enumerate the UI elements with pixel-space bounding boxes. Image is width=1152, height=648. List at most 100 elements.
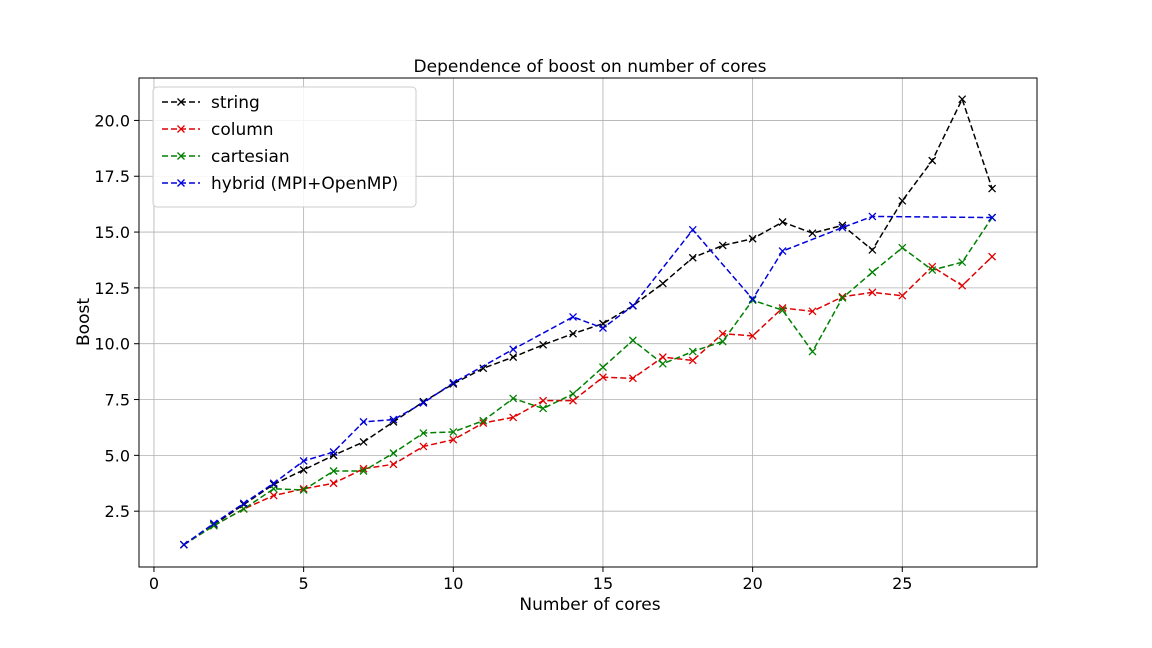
chart-title: Dependence of boost on number of cores [414, 57, 767, 77]
x-tick-label: 0 [149, 574, 159, 593]
y-tick-label: 7.5 [105, 391, 130, 410]
legend-marker [177, 98, 185, 106]
data-point-hybrid-mpi-openmp [389, 415, 398, 424]
data-point-cartesian [569, 389, 577, 398]
series-line-hybrid-mpi-openmp [183, 215, 993, 546]
data-point-column [449, 435, 458, 444]
data-point-cartesian [688, 347, 697, 356]
data-point-cartesian [329, 467, 338, 475]
data-point-string [718, 241, 727, 250]
data-point-cartesian [299, 486, 308, 494]
data-point-cartesian [658, 359, 667, 368]
data-point-cartesian [359, 467, 368, 475]
series-line-string [183, 97, 993, 546]
data-point-string [569, 329, 577, 338]
data-point-cartesian [479, 416, 488, 425]
data-point-column [509, 413, 518, 422]
data-point-hybrid-mpi-openmp [509, 345, 518, 354]
y-tick-label: 10.0 [94, 335, 130, 354]
data-point-string [808, 229, 817, 238]
data-point-hybrid-mpi-openmp [988, 213, 997, 222]
data-point-cartesian [808, 347, 817, 356]
data-point-hybrid-mpi-openmp [599, 324, 607, 333]
data-point-hybrid-mpi-openmp [748, 295, 757, 304]
data-point-cartesian [449, 427, 458, 436]
data-point-cartesian [389, 449, 398, 458]
data-point-column [898, 291, 907, 300]
legend-marker [177, 125, 185, 133]
data-point-string [539, 340, 548, 349]
data-point-column [868, 288, 877, 297]
data-point-hybrid-mpi-openmp [179, 540, 188, 549]
y-axis: 2.5 5.0 7.5 10.0 12.5 15.0 17.5 20.0 [94, 111, 139, 521]
x-tick-label: 10 [443, 574, 463, 593]
data-point-column [958, 281, 967, 290]
data-point-cartesian [778, 306, 787, 315]
data-point-hybrid-mpi-openmp [569, 312, 577, 321]
data-point-hybrid-mpi-openmp [628, 301, 637, 310]
series-layer [179, 95, 997, 549]
grid [139, 78, 1037, 567]
x-tick-label: 25 [892, 574, 912, 593]
legend-label: column [211, 120, 274, 140]
data-point-cartesian [419, 429, 428, 437]
data-point-column [658, 353, 667, 362]
data-point-string [688, 253, 697, 262]
y-tick-label: 20.0 [94, 111, 130, 130]
y-tick-label: 5.0 [105, 446, 130, 465]
data-point-string [479, 364, 488, 373]
data-point-hybrid-mpi-openmp [688, 225, 697, 234]
legend-item-column: column [162, 120, 274, 140]
data-point-hybrid-mpi-openmp [329, 448, 338, 456]
data-point-string [988, 184, 997, 193]
data-point-column [688, 356, 697, 365]
series-hybrid-mpi-openmp [179, 212, 997, 549]
x-tick-label: 15 [593, 574, 613, 593]
data-point-hybrid-mpi-openmp [269, 479, 278, 488]
y-tick-label: 2.5 [105, 502, 130, 521]
data-point-cartesian [838, 293, 847, 302]
data-point-hybrid-mpi-openmp [299, 456, 308, 465]
data-point-string [898, 196, 907, 205]
data-point-cartesian [898, 243, 907, 252]
data-point-hybrid-mpi-openmp [359, 417, 368, 426]
data-point-string [299, 465, 308, 474]
data-point-column [419, 442, 428, 451]
data-point-hybrid-mpi-openmp [419, 398, 428, 407]
data-point-column [269, 491, 278, 500]
data-point-string [748, 234, 757, 243]
data-point-string [928, 156, 937, 165]
data-point-string [958, 95, 967, 104]
data-point-cartesian [509, 394, 518, 403]
data-point-string [509, 353, 518, 362]
data-point-string [778, 218, 787, 226]
data-point-string [449, 379, 458, 388]
legend: string column cartesian hybrid (MPI+OpenMP) [152, 86, 417, 208]
data-point-column [718, 329, 727, 338]
data-point-hybrid-mpi-openmp [239, 499, 248, 508]
x-tick-label: 20 [742, 574, 762, 593]
data-point-cartesian [958, 258, 967, 267]
legend-label: string [211, 93, 260, 113]
data-point-string [868, 245, 877, 254]
data-point-cartesian [718, 337, 727, 346]
legend-item-string: string [162, 93, 260, 113]
y-tick-label: 15.0 [94, 223, 130, 242]
data-point-column [299, 484, 308, 493]
y-tick-label: 12.5 [94, 279, 130, 298]
data-point-string [838, 221, 847, 230]
x-tick-label: 5 [299, 574, 309, 593]
data-point-column [479, 419, 488, 427]
data-point-cartesian [599, 363, 607, 372]
data-point-cartesian [868, 268, 877, 277]
legend-marker [177, 179, 185, 187]
legend-label: hybrid (MPI+OpenMP) [211, 174, 398, 194]
plot-frame [138, 77, 1038, 568]
data-point-column [808, 307, 817, 316]
data-point-hybrid-mpi-openmp [449, 378, 458, 387]
data-point-column [329, 479, 338, 488]
y-axis-title: Boost [74, 298, 94, 346]
legend-item-hybrid-mpi-openmp: hybrid (MPI+OpenMP) [162, 174, 398, 194]
data-point-column [988, 252, 997, 261]
data-point-hybrid-mpi-openmp [838, 223, 847, 232]
